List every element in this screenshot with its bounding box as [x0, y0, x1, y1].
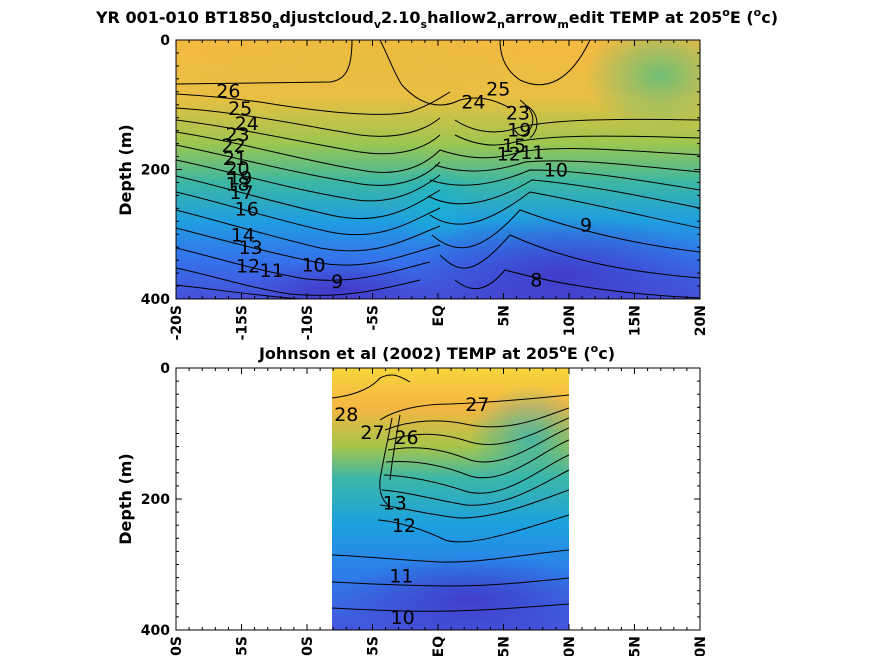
top-contour-label: 12	[497, 143, 521, 165]
top-x-tick-label: 15N	[628, 305, 644, 336]
top-panel: YR 001-010 BT1850adjustcloudv2.10shallow…	[95, 6, 778, 340]
bottom-x-tick-label: 15N	[628, 636, 644, 656]
bottom-x-tick-label: -20S	[169, 636, 185, 656]
top-x-tick-label: -15S	[235, 305, 251, 340]
top-x-tick-label: 10N	[562, 305, 578, 336]
top-y-tick-label: 200	[141, 163, 170, 179]
bottom-x-tick-label: -10S	[300, 636, 316, 656]
bottom-x-tick-label: -5S	[366, 636, 382, 656]
bottom-x-tick-label: EQ	[431, 636, 447, 656]
top-contour-label: 23	[225, 124, 249, 146]
bottom-heatmap	[332, 368, 569, 630]
top-contour-label: 26	[216, 81, 240, 103]
bottom-panel: Johnson et al (2002) TEMP at 205oE (oc)	[116, 342, 709, 656]
top-contour-label: 10	[301, 255, 325, 277]
bottom-ylabel: Depth (m)	[116, 453, 135, 545]
top-contour-label: 9	[580, 215, 592, 237]
bottom-x-tick-label: 20N	[693, 636, 709, 656]
top-contour-label: 14	[231, 224, 255, 246]
top-contour-label: 21	[223, 148, 247, 170]
top-ylabel: Depth (m)	[116, 124, 135, 216]
bottom-panel-title: Johnson et al (2002) TEMP at 205oE (oc)	[258, 342, 615, 363]
top-y-tick-label: 400	[141, 292, 170, 308]
bottom-contour-label: 12	[392, 515, 416, 537]
top-contour-label: 17	[229, 182, 253, 204]
bottom-x-tick-label: 5N	[497, 636, 513, 656]
bottom-contour-label: 10	[391, 607, 415, 629]
top-heatmap	[176, 40, 700, 299]
bottom-x-ticks: -20S -15S -10S -5S EQ 5N 10N 15N 20N	[169, 368, 709, 656]
bottom-y-ticks: 0 200 400	[141, 361, 700, 639]
top-contour-label: 9	[331, 271, 343, 293]
top-contour-label: 24	[461, 92, 485, 114]
top-contour-label: 12	[236, 255, 260, 277]
top-contour-label: 11	[520, 142, 544, 164]
top-contour-label: 25	[228, 98, 252, 120]
top-contour-label: 10	[544, 160, 568, 182]
bottom-contour-label: 26	[394, 427, 418, 449]
top-contour-label: 22	[222, 135, 246, 157]
top-contour-label: 23	[506, 103, 530, 125]
top-y-tick-label: 0	[160, 33, 170, 49]
top-contour-label: 25	[486, 79, 510, 101]
bottom-contour-label: 27	[360, 422, 384, 444]
top-x-tick-label: -20S	[169, 305, 185, 340]
bottom-contours	[332, 374, 569, 612]
top-x-tick-label: -10S	[300, 305, 316, 340]
top-contour-label: 16	[235, 198, 259, 220]
bottom-y-tick-label: 0	[160, 361, 170, 377]
bottom-contour-label: 11	[389, 566, 413, 588]
bottom-x-tick-label: 10N	[562, 636, 578, 656]
top-y-ticks: 0 200 400	[141, 33, 700, 308]
top-x-tick-label: 5N	[497, 305, 513, 326]
top-contour-label: 13	[239, 237, 263, 259]
top-contour-label: 20	[225, 158, 249, 180]
top-contour-label: 24	[235, 113, 259, 135]
top-x-tick-label: -5S	[366, 305, 382, 331]
top-contour-label: 15	[502, 135, 526, 157]
bottom-x-tick-label: -15S	[235, 636, 251, 656]
top-panel-title: YR 001-010 BT1850adjustcloudv2.10shallow…	[95, 6, 778, 31]
top-contour-label: 8	[530, 270, 542, 292]
bottom-contour-label: 13	[383, 492, 407, 514]
top-x-ticks: -20S -15S -10S -5S EQ 5N 10N 15N 20N	[169, 40, 709, 340]
top-x-tick-label: 20N	[693, 305, 709, 336]
bottom-contour-label: 27	[465, 394, 489, 416]
bottom-y-tick-label: 200	[141, 492, 170, 508]
bottom-contour-label: 28	[334, 404, 358, 426]
top-x-tick-label: EQ	[431, 305, 447, 327]
top-contour-label: 19	[228, 167, 252, 189]
top-contour-label: 19	[507, 119, 531, 141]
top-contour-label: 11	[260, 260, 284, 282]
top-contour-label: 18	[225, 174, 249, 196]
top-contours	[176, 40, 700, 299]
bottom-y-tick-label: 400	[141, 623, 170, 639]
